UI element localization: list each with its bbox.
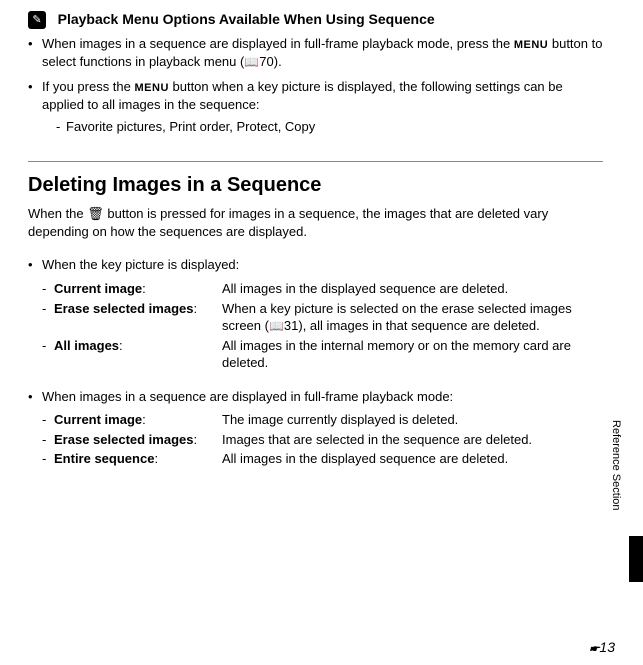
section-divider xyxy=(28,161,603,162)
section-intro: When the 🗑 button is pressed for images … xyxy=(28,205,603,240)
def-row: - Erase selected images: When a key pict… xyxy=(28,300,603,335)
def-desc: Images that are selected in the sequence… xyxy=(222,431,603,449)
ref: 70). xyxy=(259,54,281,69)
note-list: When images in a sequence are displayed … xyxy=(28,35,603,135)
def-label: Erase selected images: xyxy=(54,431,222,449)
def-desc: All images in the displayed sequence are… xyxy=(222,280,603,298)
pencil-icon: ✎ xyxy=(28,11,46,29)
def-desc: When a key picture is selected on the er… xyxy=(222,300,603,335)
book-icon: 📖 xyxy=(269,318,284,334)
group-title: When the key picture is displayed: xyxy=(28,256,603,274)
text: 31), all images in that sequence are del… xyxy=(284,318,540,333)
note-subitem: Favorite pictures, Print order, Protect,… xyxy=(42,118,603,136)
menu-button-label: MENU xyxy=(514,39,548,51)
text: If you press the xyxy=(42,79,135,94)
def-label: Entire sequence: xyxy=(54,450,222,468)
text: When the xyxy=(28,206,87,221)
text: When images in a sequence are displayed … xyxy=(42,36,514,51)
def-desc: All images in the displayed sequence are… xyxy=(222,450,603,468)
def-label: Current image: xyxy=(54,280,222,298)
page-icon: 🖝 xyxy=(589,639,599,655)
trash-icon: 🗑 xyxy=(87,206,104,221)
def-label: Erase selected images: xyxy=(54,300,222,335)
def-row: - Erase selected images: Images that are… xyxy=(28,431,603,449)
group-title: When images in a sequence are displayed … xyxy=(28,388,603,406)
text: button is pressed for images in a sequen… xyxy=(28,206,548,239)
page-num-text: 13 xyxy=(599,639,615,655)
def-desc: The image currently displayed is deleted… xyxy=(222,411,603,429)
dash: - xyxy=(42,337,54,372)
page-number: 🖝13 xyxy=(589,638,615,657)
dash: - xyxy=(42,300,54,335)
group-full-frame: When images in a sequence are displayed … xyxy=(28,388,603,468)
book-icon: 📖 xyxy=(244,54,259,70)
note-title: Playback Menu Options Available When Usi… xyxy=(58,11,435,27)
note-item-2: If you press the MENU button when a key … xyxy=(28,78,603,135)
dash: - xyxy=(42,431,54,449)
def-label: All images: xyxy=(54,337,222,372)
side-label: Reference Section xyxy=(608,420,623,511)
note-item-1: When images in a sequence are displayed … xyxy=(28,35,603,70)
def-desc: All images in the internal memory or on … xyxy=(222,337,603,372)
menu-button-label: MENU xyxy=(135,82,169,94)
note-header: ✎ Playback Menu Options Available When U… xyxy=(28,10,603,29)
def-label: Current image: xyxy=(54,411,222,429)
def-row: - Current image: All images in the displ… xyxy=(28,280,603,298)
section-title: Deleting Images in a Sequence xyxy=(28,172,603,199)
def-row: - All images: All images in the internal… xyxy=(28,337,603,372)
dash: - xyxy=(42,450,54,468)
dash: - xyxy=(42,280,54,298)
def-row: - Current image: The image currently dis… xyxy=(28,411,603,429)
group-key-picture: When the key picture is displayed: - Cur… xyxy=(28,256,603,371)
side-tab xyxy=(629,536,643,582)
def-row: - Entire sequence: All images in the dis… xyxy=(28,450,603,468)
dash: - xyxy=(42,411,54,429)
